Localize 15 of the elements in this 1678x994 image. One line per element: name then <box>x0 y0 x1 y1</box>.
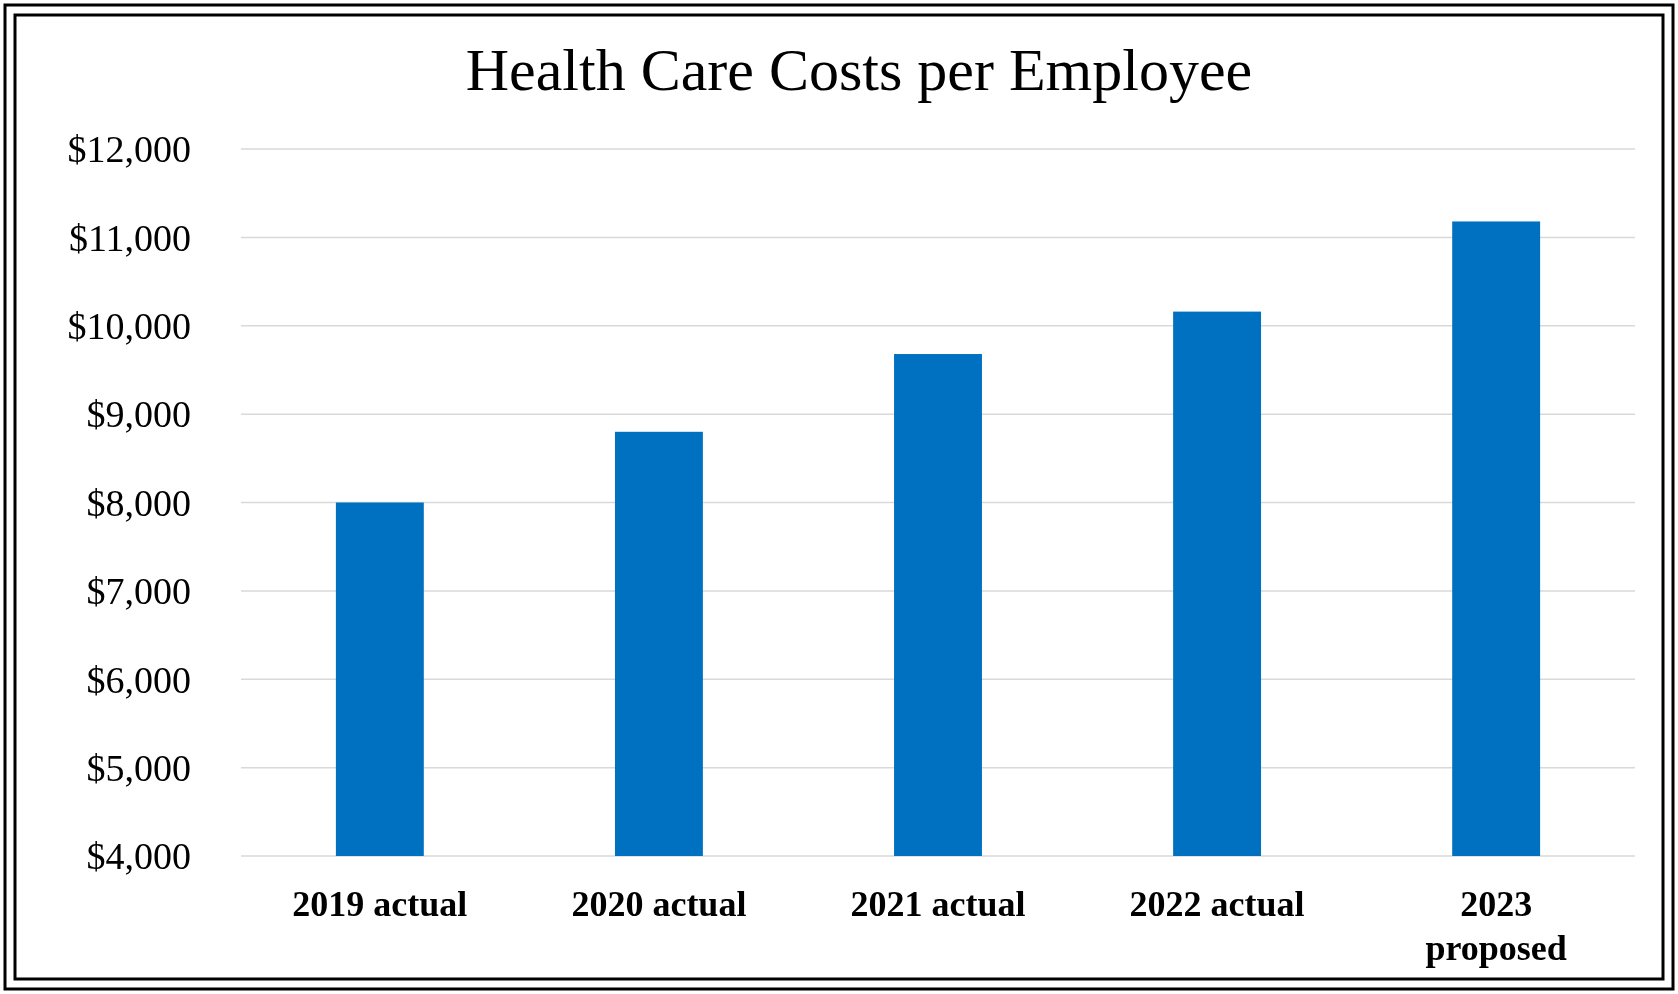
y-tick-label: $8,000 <box>86 481 191 524</box>
y-tick-label: $5,000 <box>86 746 191 789</box>
y-tick-label: $10,000 <box>67 305 191 348</box>
x-tick-label: 2023 proposed <box>1425 884 1567 968</box>
y-tick-label: $6,000 <box>86 658 191 701</box>
x-tick-label: 2020 actual <box>571 884 747 924</box>
y-tick-label: $4,000 <box>86 835 191 878</box>
x-tick-label: 2021 actual <box>850 884 1026 924</box>
y-tick-label: $12,000 <box>67 128 191 171</box>
x-tick-label: 2019 actual <box>292 884 468 924</box>
y-tick-label: $9,000 <box>86 393 191 436</box>
x-tick-label: 2022 actual <box>1129 884 1305 924</box>
y-tick-label: $11,000 <box>68 216 191 259</box>
chart-title: Health Care Costs per Employee <box>465 37 1253 103</box>
y-tick-label: $7,000 <box>86 570 191 613</box>
